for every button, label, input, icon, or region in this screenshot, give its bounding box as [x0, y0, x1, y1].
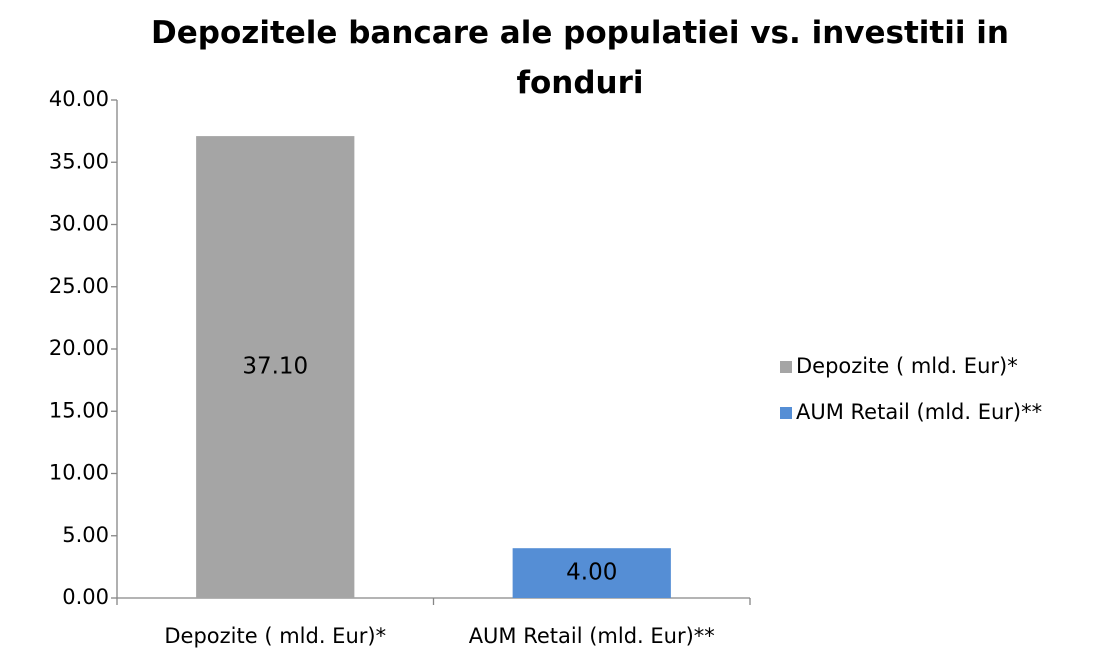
y-tick-label: 15.00: [49, 398, 109, 422]
data-label: 37.10: [242, 354, 308, 380]
y-tick-label: 0.00: [62, 585, 109, 609]
y-tick-label: 10.00: [49, 461, 109, 485]
x-tick-label: Depozite ( mld. Eur)*: [164, 624, 386, 648]
x-tick-label: AUM Retail (mld. Eur)**: [469, 624, 715, 648]
chart-title: Depozitele bancare ale populatiei vs. in…: [151, 15, 1009, 101]
y-tick-label: 25.00: [49, 274, 109, 298]
data-label: 4.00: [566, 560, 617, 586]
y-tick-label: 5.00: [62, 523, 109, 547]
legend-swatch: [780, 407, 792, 419]
bar: [196, 136, 355, 599]
legend-label: Depozite ( mld. Eur)*: [796, 354, 1018, 378]
y-tick-label: 35.00: [49, 149, 109, 173]
y-tick-label: 40.00: [49, 87, 109, 111]
y-tick-label: 30.00: [49, 212, 109, 236]
bar: [512, 548, 671, 598]
legend-label: AUM Retail (mld. Eur)**: [796, 400, 1042, 424]
legend-swatch: [780, 361, 792, 373]
y-tick-label: 20.00: [49, 336, 109, 360]
